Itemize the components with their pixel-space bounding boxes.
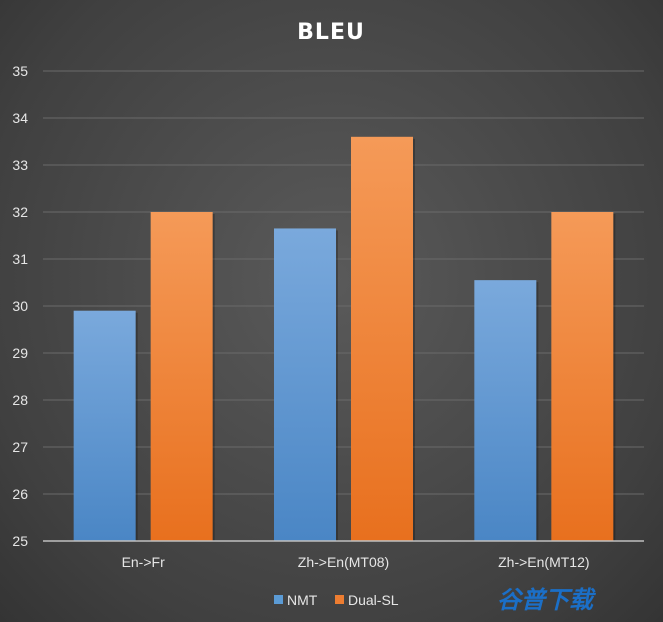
x-axis-category-labels: En->Fr Zh->En(MT08) Zh->En(MT12) (122, 554, 590, 570)
bar-dual-sl (150, 212, 213, 541)
legend-swatch (335, 595, 344, 604)
x-category-label: En->Fr (122, 554, 166, 570)
y-tick-label: 25 (12, 533, 28, 549)
legend-swatch (274, 595, 283, 604)
x-category-label: Zh->En(MT12) (498, 554, 589, 570)
bars (73, 136, 616, 542)
x-category-label: Zh->En(MT08) (298, 554, 389, 570)
y-tick-label: 33 (12, 157, 28, 173)
y-tick-label: 35 (12, 63, 28, 79)
bar-nmt (274, 228, 336, 541)
legend-label: Dual-SL (348, 592, 399, 608)
legend-label: NMT (287, 592, 318, 608)
gridlines (43, 70, 644, 495)
y-tick-label: 32 (12, 204, 28, 220)
watermark-logo: 谷普下载 (497, 586, 597, 614)
bar-dual-sl (351, 136, 413, 542)
bar-nmt (73, 310, 136, 541)
bar-dual-sl (551, 212, 614, 541)
y-tick-label: 26 (12, 486, 28, 502)
y-axis-tick-labels: 25 26 27 28 29 30 31 32 33 34 35 (12, 63, 28, 549)
bar-nmt (474, 280, 537, 541)
legend: NMT Dual-SL (274, 592, 399, 608)
y-tick-label: 27 (12, 439, 28, 455)
y-tick-label: 30 (12, 298, 28, 314)
chart-title: BLEU (297, 20, 365, 45)
y-tick-label: 34 (12, 110, 28, 126)
y-tick-label: 31 (12, 251, 28, 267)
y-tick-label: 29 (12, 345, 28, 361)
y-tick-label: 28 (12, 392, 28, 408)
